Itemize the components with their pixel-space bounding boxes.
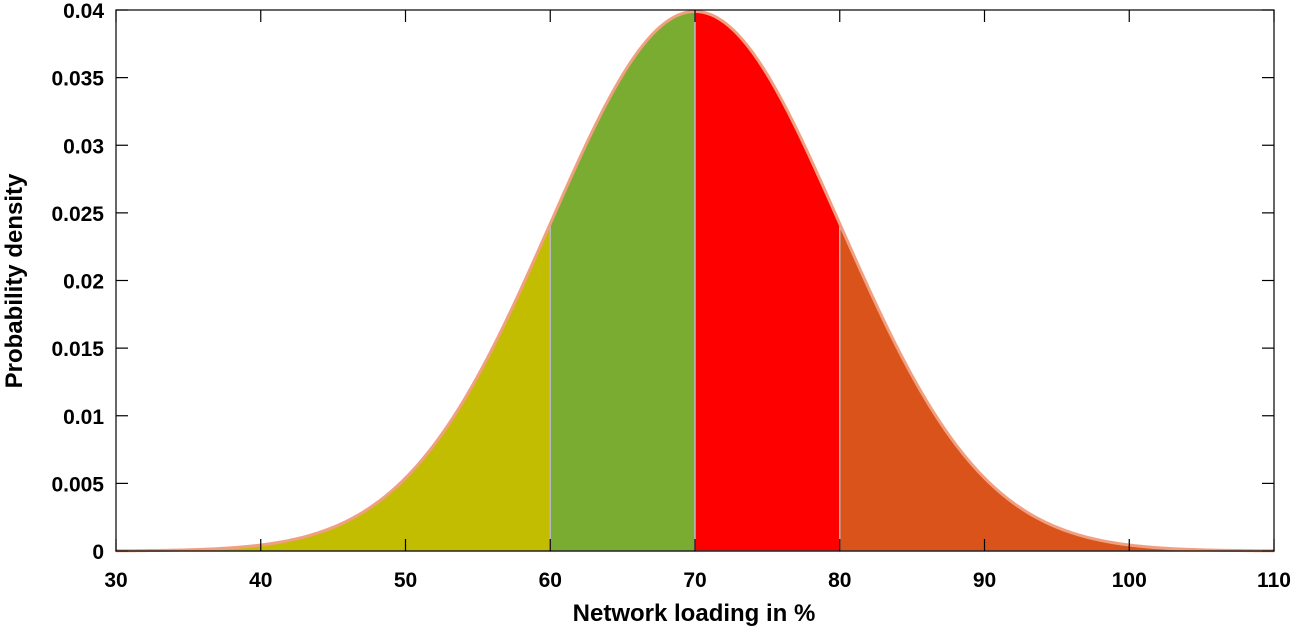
y-tick-label: 0.035 <box>51 68 104 91</box>
area-segment-4 <box>839 223 1275 552</box>
x-tick-label: 30 <box>104 569 127 592</box>
x-tick-label: 50 <box>394 569 417 592</box>
x-tick-label: 60 <box>539 569 562 592</box>
y-tick-label: 0.025 <box>51 203 104 226</box>
x-tick-label: 100 <box>1112 569 1147 592</box>
y-axis-label: Probability density <box>1 173 28 388</box>
y-tick-label: 0.02 <box>63 271 104 294</box>
y-tick-label: 0.005 <box>51 473 104 496</box>
y-tick-label: 0.03 <box>63 135 104 158</box>
x-tick-label: 110 <box>1257 569 1291 592</box>
area-segment-3 <box>694 10 841 552</box>
series-areas <box>115 10 1275 552</box>
tick-marks <box>115 9 1275 552</box>
x-tick-label: 90 <box>973 569 996 592</box>
y-tick-labels: 0 0.005 0.01 0.015 0.02 0.025 0.03 0.035 0.04 <box>51 0 104 564</box>
area-segment-1 <box>115 223 551 552</box>
x-tick-label: 40 <box>249 569 272 592</box>
x-tick-labels: 30 40 50 60 70 80 90 100 110 <box>104 569 1291 592</box>
x-tick-label: 80 <box>828 569 851 592</box>
x-tick-label: 70 <box>683 569 706 592</box>
area-segment-2 <box>549 10 696 552</box>
x-axis-label: Network loading in % <box>573 600 816 627</box>
y-tick-label: 0 <box>92 541 104 564</box>
y-tick-label: 0.04 <box>63 0 104 23</box>
y-tick-label: 0.01 <box>63 406 104 429</box>
y-tick-label: 0.015 <box>51 338 104 361</box>
